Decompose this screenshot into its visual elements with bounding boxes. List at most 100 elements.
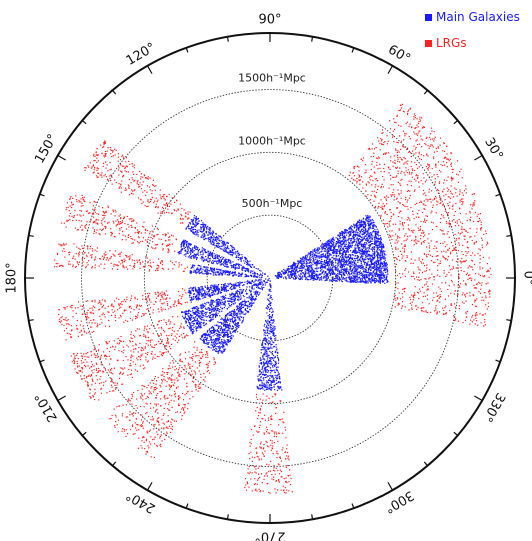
galaxy-point xyxy=(367,229,369,231)
galaxy-point xyxy=(200,321,203,324)
galaxy-point xyxy=(220,273,223,275)
galaxy-point xyxy=(200,230,202,232)
galaxy-point xyxy=(372,262,375,264)
galaxy-point xyxy=(225,287,227,290)
galaxy-point xyxy=(350,246,353,248)
galaxy-point xyxy=(380,246,382,248)
galaxy-point xyxy=(366,253,368,255)
galaxy-point xyxy=(259,287,261,290)
galaxy-point xyxy=(240,260,242,262)
galaxy-point xyxy=(361,257,363,259)
galaxy-point xyxy=(237,307,239,310)
galaxy-point xyxy=(315,250,317,252)
galaxy-point xyxy=(312,270,314,273)
galaxy-point xyxy=(244,304,246,307)
galaxy-point xyxy=(361,254,363,256)
galaxy-point xyxy=(382,247,385,249)
galaxy-point xyxy=(237,250,239,252)
galaxy-point xyxy=(197,250,199,252)
galaxy-point xyxy=(329,254,331,256)
galaxy-point xyxy=(235,291,237,293)
galaxy-point xyxy=(206,335,208,337)
galaxy-point xyxy=(197,311,199,314)
galaxy-point xyxy=(374,252,376,254)
galaxy-point xyxy=(230,286,232,289)
galaxy-point xyxy=(360,231,362,233)
galaxy-point xyxy=(301,258,303,261)
galaxy-point xyxy=(356,275,358,277)
galaxy-point xyxy=(224,301,226,303)
galaxy-point xyxy=(362,265,364,268)
galaxy-point xyxy=(230,260,232,263)
galaxy-point xyxy=(353,267,355,269)
galaxy-point xyxy=(366,280,368,282)
galaxy-point xyxy=(200,335,203,337)
galaxy-point xyxy=(342,259,344,261)
galaxy-point xyxy=(231,255,233,257)
galaxy-point xyxy=(303,262,305,264)
galaxy-point xyxy=(244,276,246,278)
galaxy-point xyxy=(320,278,322,280)
galaxy-point xyxy=(334,245,336,248)
galaxy-point xyxy=(375,233,377,235)
galaxy-point xyxy=(215,268,217,270)
galaxy-point xyxy=(305,276,307,279)
galaxy-point xyxy=(253,273,255,275)
galaxy-point xyxy=(219,264,221,266)
galaxy-point xyxy=(295,275,297,277)
galaxy-point xyxy=(222,295,224,297)
galaxy-point xyxy=(366,216,368,218)
galaxy-point xyxy=(361,274,363,276)
galaxy-point xyxy=(380,271,382,273)
galaxy-point xyxy=(248,271,250,273)
galaxy-point xyxy=(195,219,197,221)
galaxy-point xyxy=(212,318,214,320)
galaxy-point xyxy=(377,245,379,247)
galaxy-point xyxy=(208,346,211,348)
galaxy-point xyxy=(208,227,210,229)
galaxy-point xyxy=(351,226,353,228)
galaxy-point xyxy=(309,261,312,263)
galaxy-point xyxy=(364,261,366,264)
galaxy-point xyxy=(210,235,212,238)
galaxy-point xyxy=(386,268,388,271)
galaxy-point xyxy=(359,222,361,224)
galaxy-point xyxy=(326,255,328,258)
galaxy-point xyxy=(217,298,219,300)
galaxy-point xyxy=(328,240,330,242)
galaxy-point xyxy=(360,262,362,265)
galaxy-point xyxy=(387,273,389,275)
galaxy-point xyxy=(348,271,350,273)
galaxy-point xyxy=(190,252,192,254)
galaxy-point xyxy=(227,325,229,327)
galaxy-point xyxy=(285,271,287,273)
galaxy-point xyxy=(369,278,372,280)
galaxy-point xyxy=(337,270,339,272)
galaxy-point xyxy=(218,254,220,257)
galaxy-point xyxy=(376,259,379,261)
galaxy-point xyxy=(383,267,385,269)
galaxy-point xyxy=(365,270,367,272)
galaxy-point xyxy=(201,316,203,319)
galaxy-point xyxy=(219,325,221,327)
galaxy-point xyxy=(202,303,204,305)
galaxy-point xyxy=(250,302,253,304)
galaxy-point xyxy=(217,301,219,304)
galaxy-point xyxy=(360,266,362,269)
galaxy-point xyxy=(352,231,355,234)
galaxy-point xyxy=(224,286,226,288)
galaxy-point xyxy=(368,236,371,238)
galaxy-point xyxy=(345,277,347,279)
galaxy-point xyxy=(299,260,301,262)
galaxy-point xyxy=(309,274,311,276)
galaxy-point xyxy=(380,238,382,241)
galaxy-point xyxy=(216,309,218,312)
galaxy-point xyxy=(323,259,326,262)
galaxy-point xyxy=(285,272,287,274)
galaxy-point xyxy=(371,243,373,245)
galaxy-point xyxy=(350,233,352,235)
galaxy-point xyxy=(222,329,224,331)
galaxy-point xyxy=(250,305,252,308)
galaxy-point xyxy=(329,268,331,270)
galaxy-point xyxy=(204,295,206,297)
